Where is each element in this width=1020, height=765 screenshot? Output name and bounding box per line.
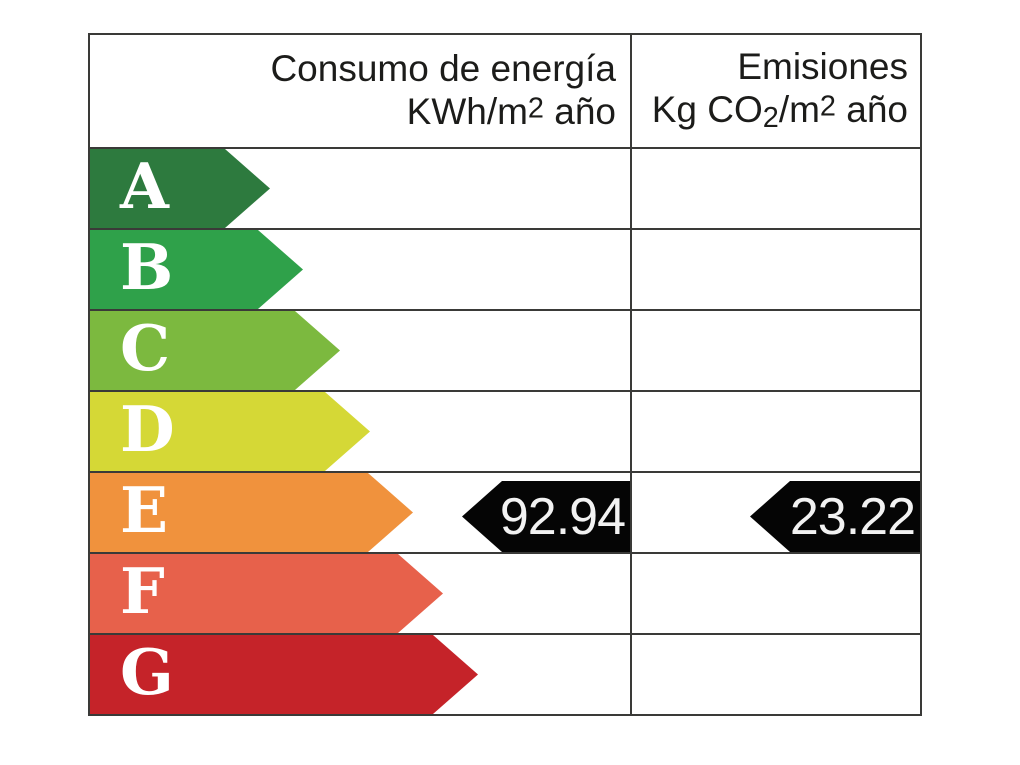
rating-letter-g: G xyxy=(120,635,174,709)
rating-row-g: G xyxy=(90,633,920,714)
rating-row-f: F xyxy=(90,552,920,633)
rating-arrow-c: C xyxy=(90,311,340,390)
consumption-header-unit: KWh/m2 año xyxy=(90,91,616,134)
rating-letter-c: C xyxy=(120,311,171,385)
emissions-header-title: Emisiones xyxy=(630,46,908,89)
rating-row-b: B xyxy=(90,228,920,309)
emissions-unit-mid: /m xyxy=(778,89,820,131)
rating-letter-b: B xyxy=(120,230,174,304)
emissions-unit-prefix: Kg CO xyxy=(651,89,763,131)
emissions-unit-subscript: 2 xyxy=(762,102,779,135)
column-divider-line xyxy=(630,35,632,714)
rating-row-d: D xyxy=(90,390,920,471)
emissions-value-arrow: 23.22 xyxy=(750,481,920,552)
rating-row-a: A xyxy=(90,147,920,228)
certificate-table: Consumo de energía KWh/m2 año Emisiones … xyxy=(88,33,922,716)
rating-arrow-b: B xyxy=(90,230,303,309)
rating-arrow-e: E xyxy=(90,473,413,552)
rating-letter-d: D xyxy=(120,392,175,466)
consumption-header-title: Consumo de energía xyxy=(90,48,616,91)
emissions-title-text: Emisiones xyxy=(737,46,908,88)
rating-arrow-d: D xyxy=(90,392,370,471)
consumption-unit-prefix: KWh/m xyxy=(406,91,528,132)
rating-letter-e: E xyxy=(120,473,169,547)
certificate-table-inner: Consumo de energía KWh/m2 año Emisiones … xyxy=(90,35,920,714)
consumption-unit-superscript: 2 xyxy=(527,92,544,125)
emissions-unit-superscript: 2 xyxy=(819,90,836,123)
rating-arrow-g: G xyxy=(90,635,478,714)
emissions-column-header: Emisiones Kg CO2/m2 año xyxy=(630,35,920,147)
rating-arrow-a: A xyxy=(90,149,270,228)
rating-row-e: E xyxy=(90,471,920,552)
rating-arrow-f: F xyxy=(90,554,443,633)
consumption-column-header: Consumo de energía KWh/m2 año xyxy=(90,35,630,147)
consumption-title-text: Consumo de energía xyxy=(270,48,616,90)
rating-letter-f: F xyxy=(120,554,165,628)
rating-letter-a: A xyxy=(120,149,169,223)
consumption-unit-suffix: año xyxy=(543,91,616,132)
consumption-value-arrow: 92.94 xyxy=(462,481,630,552)
emissions-header-unit: Kg CO2/m2 año xyxy=(630,89,908,136)
emissions-value: 23.22 xyxy=(789,487,916,546)
rating-row-c: C xyxy=(90,309,920,390)
consumption-value: 92.94 xyxy=(499,487,626,546)
table-header-row: Consumo de energía KWh/m2 año Emisiones … xyxy=(90,35,920,147)
emissions-unit-suffix: año xyxy=(835,89,908,131)
